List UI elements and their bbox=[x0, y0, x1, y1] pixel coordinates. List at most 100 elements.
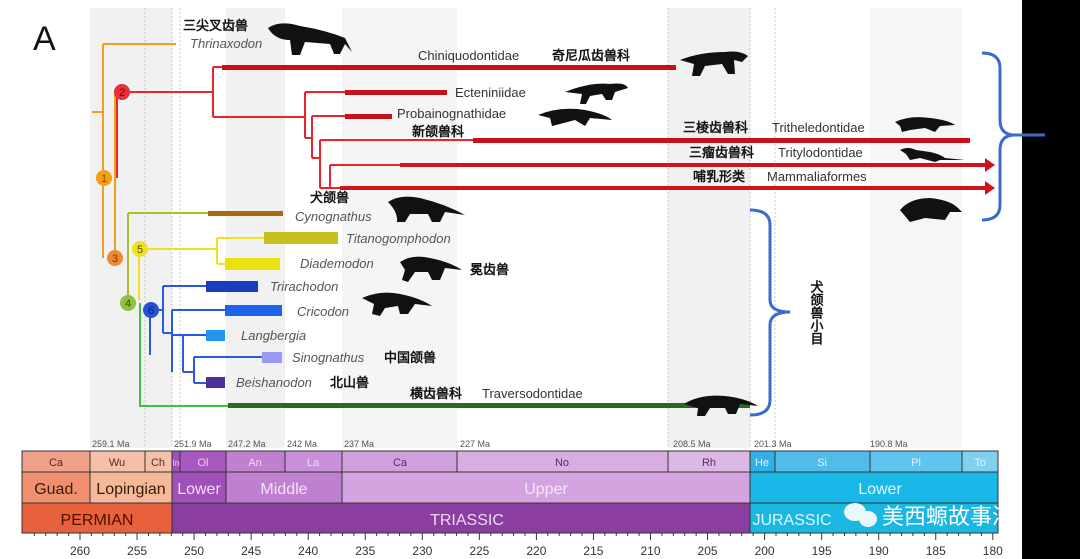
node-markers: 1 2 3 4 5 6 bbox=[96, 84, 159, 318]
svg-text:227 Ma: 227 Ma bbox=[460, 439, 490, 449]
axis-tick-label: 250 bbox=[184, 544, 204, 558]
mammaliaformes-label: Mammaliaformes bbox=[767, 169, 867, 184]
probainognathidae-zh: 新颌兽科 bbox=[412, 124, 464, 140]
svg-text:Ca: Ca bbox=[393, 457, 408, 469]
svg-text:6: 6 bbox=[148, 305, 154, 317]
axis-tick-label: 230 bbox=[412, 544, 432, 558]
svg-text:4: 4 bbox=[125, 298, 131, 310]
tritylodontidae-silhouette-icon bbox=[900, 148, 965, 162]
mammaliaformes-zh: 哺乳形类 bbox=[693, 169, 746, 185]
svg-text:259.1 Ma: 259.1 Ma bbox=[92, 439, 130, 449]
svg-text:Lower: Lower bbox=[858, 481, 902, 498]
svg-text:Lower: Lower bbox=[177, 481, 221, 498]
tree-branches bbox=[92, 43, 995, 408]
tritheledontidae-label: Tritheledontidae bbox=[772, 120, 865, 135]
cynognathus-label: Cynognathus bbox=[295, 209, 372, 224]
cynognathus-zh: 犬颌兽 bbox=[310, 190, 349, 206]
ecteniniidae-silhouette-icon bbox=[565, 83, 628, 104]
axis-tick-label: 180 bbox=[983, 544, 1003, 558]
thrinaxodon-zh: 三尖叉齿兽 bbox=[183, 18, 248, 34]
probainognathidae-label: Probainognathidae bbox=[397, 106, 506, 121]
svg-text:Lopingian: Lopingian bbox=[96, 481, 165, 498]
node-4: 4 bbox=[120, 295, 136, 311]
svg-text:TRIASSIC: TRIASSIC bbox=[430, 512, 504, 529]
svg-text:Guad.: Guad. bbox=[34, 481, 78, 498]
svg-text:251.9 Ma: 251.9 Ma bbox=[174, 439, 212, 449]
chiniquodontidae-silhouette-icon bbox=[680, 51, 748, 76]
svg-text:2: 2 bbox=[119, 87, 125, 99]
svg-text:No: No bbox=[555, 457, 569, 469]
svg-text:Ch: Ch bbox=[151, 457, 165, 469]
svg-text:La: La bbox=[307, 457, 320, 469]
node-5: 5 bbox=[132, 241, 148, 257]
svg-text:3: 3 bbox=[112, 253, 118, 265]
stage-stripes bbox=[90, 8, 962, 448]
svg-text:JURASSIC: JURASSIC bbox=[752, 512, 831, 529]
beishanodon-zh: 北山兽 bbox=[330, 375, 369, 391]
svg-text:Rh: Rh bbox=[702, 457, 716, 469]
traversodontidae-silhouette-icon bbox=[684, 395, 758, 416]
svg-text:Wu: Wu bbox=[109, 457, 125, 469]
svg-text:237 Ma: 237 Ma bbox=[344, 439, 374, 449]
svg-text:Ca: Ca bbox=[49, 457, 64, 469]
svg-text:PERMIAN: PERMIAN bbox=[61, 512, 134, 529]
beishanodon-label: Beishanodon bbox=[236, 375, 312, 390]
diademodon-silhouette-icon bbox=[400, 256, 462, 282]
axis-tick-label: 185 bbox=[926, 544, 946, 558]
chiniquodontidae-label: Chiniquodontidae bbox=[418, 48, 519, 63]
chiniquodontidae-zh: 奇尼瓜齿兽科 bbox=[552, 48, 630, 64]
boundary-lines bbox=[144, 8, 776, 448]
node-2: 2 bbox=[114, 84, 130, 100]
thrinaxodon-silhouette-icon bbox=[268, 23, 352, 55]
cynognathus-silhouette-icon bbox=[388, 196, 465, 222]
lower-bracket bbox=[749, 208, 791, 417]
svg-text:An: An bbox=[248, 457, 261, 469]
langbergia-label: Langbergia bbox=[241, 328, 306, 343]
svg-text:201.3 Ma: 201.3 Ma bbox=[754, 439, 792, 449]
svg-text:1: 1 bbox=[101, 173, 107, 185]
svg-text:190.8 Ma: 190.8 Ma bbox=[870, 439, 908, 449]
svg-text:Si: Si bbox=[817, 457, 827, 469]
axis-tick-label: 260 bbox=[70, 544, 90, 558]
mammaliaformes-silhouette-icon bbox=[900, 198, 962, 222]
axis-tick-label: 190 bbox=[869, 544, 889, 558]
axis-tick-label: 240 bbox=[298, 544, 318, 558]
node-6: 6 bbox=[143, 302, 159, 318]
svg-text:5: 5 bbox=[137, 244, 143, 256]
svg-text:Middle: Middle bbox=[260, 481, 307, 498]
node-1: 1 bbox=[96, 170, 112, 186]
cricodon-label: Cricodon bbox=[297, 304, 349, 319]
axis-tick-label: 225 bbox=[469, 544, 489, 558]
ecteniniidae-label: Ecteniniidae bbox=[455, 85, 526, 100]
watermark: 美西螈故事汇 bbox=[844, 503, 1014, 530]
sinognathus-label: Sinognathus bbox=[292, 350, 365, 365]
taxon-labels: 三尖叉齿兽 Thrinaxodon Chiniquodontidae 奇尼瓜齿兽… bbox=[183, 18, 867, 402]
titanogomphodon-label: Titanogomphodon bbox=[346, 231, 451, 246]
axis-tick-label: 220 bbox=[526, 544, 546, 558]
svg-text:Pl: Pl bbox=[911, 457, 921, 469]
thrinaxodon-label: Thrinaxodon bbox=[190, 36, 262, 51]
probainognathidae-silhouette-icon bbox=[538, 108, 612, 126]
tritylodontidae-label: Tritylodontidae bbox=[778, 145, 863, 160]
axis-tick-label: 215 bbox=[583, 544, 603, 558]
traversodontidae-zh: 横齿兽科 bbox=[410, 386, 462, 402]
wechat-icon bbox=[844, 503, 877, 527]
sinognathus-zh: 中国颌兽 bbox=[384, 350, 436, 366]
tritheledontidae-zh: 三棱齿兽科 bbox=[683, 120, 748, 136]
tritheledontidae-silhouette-icon bbox=[895, 117, 955, 132]
svg-text:242 Ma: 242 Ma bbox=[287, 439, 317, 449]
axis-tick-label: 255 bbox=[127, 544, 147, 558]
panel-label: A bbox=[33, 20, 56, 58]
cynognathia-bracket-label: 犬颌兽小目 bbox=[808, 279, 824, 346]
svg-text:To: To bbox=[974, 457, 986, 469]
node-3: 3 bbox=[107, 250, 123, 266]
svg-text:Upper: Upper bbox=[524, 481, 568, 498]
axis-tick-label: 200 bbox=[755, 544, 775, 558]
diademodon-label: Diademodon bbox=[300, 256, 374, 271]
axis-tick-label: 205 bbox=[698, 544, 718, 558]
cricodon-silhouette-icon bbox=[362, 292, 432, 316]
svg-text:Ol: Ol bbox=[198, 457, 209, 469]
axis-tick-label: 245 bbox=[241, 544, 261, 558]
